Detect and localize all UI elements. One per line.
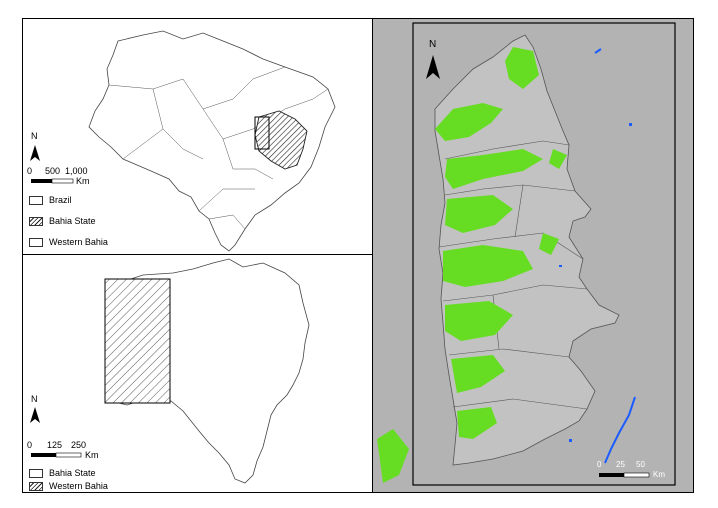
- scale-unit-top: Km: [76, 176, 90, 186]
- scale-tick-0-bottom: 0: [27, 440, 33, 450]
- western-bahia-box: [254, 116, 270, 150]
- scale-tick-0-right: 0: [597, 460, 602, 469]
- vegetation-patches: [377, 47, 567, 483]
- legend-label-bahia-state: Bahia State: [49, 468, 96, 478]
- north-label-right: N: [429, 39, 437, 50]
- scale-tick-1-top: 500: [45, 166, 61, 176]
- north-arrow-top: [30, 145, 40, 161]
- legend-label-brazil: Brazil: [49, 195, 72, 205]
- legend-label-western-bahia: Western Bahia: [49, 237, 108, 247]
- western-bahia-detail-map: [377, 22, 676, 486]
- legend-label-bahia: Bahia State: [49, 216, 96, 226]
- scale-tick-2-bottom: 250: [71, 440, 87, 450]
- scale-tick-1-right: 25: [616, 460, 625, 469]
- bahia-map: [30, 258, 310, 484]
- scale-tick-0-top: 0: [27, 166, 33, 176]
- bahia-state-shape: [254, 110, 308, 170]
- north-label-bottom: N: [31, 394, 38, 404]
- map-figure: N 0 500 1,000 Km Brazil Bahia State West…: [22, 18, 694, 493]
- legend-label-western-bahia-b: Western Bahia: [49, 481, 108, 491]
- north-arrow-right: [426, 55, 440, 79]
- scale-tick-2-right: 50: [636, 460, 645, 469]
- western-bahia-detail-panel: N 0 25 50 Km: [373, 19, 693, 492]
- municipality-boundaries: [438, 140, 588, 410]
- scale-unit-bottom: Km: [85, 450, 99, 460]
- bahia-map-panel: N 0 125 250 Km Bahia State Western Bahia: [23, 255, 373, 492]
- north-label-top: N: [31, 131, 38, 141]
- scale-tick-2-top: 1,000: [65, 166, 88, 176]
- detail-map-frame: [412, 22, 676, 486]
- scale-tick-1-bottom: 125: [47, 440, 63, 450]
- brazil-map-panel: N 0 500 1,000 Km Brazil Bahia State West…: [23, 19, 373, 255]
- brazil-map: [30, 30, 336, 252]
- legend-swatch-bahia-state: [29, 469, 43, 478]
- legend-swatch-western-bahia: [29, 238, 43, 247]
- water-features: [594, 48, 636, 464]
- legend-swatch-brazil: [29, 196, 43, 205]
- legend-swatch-bahia: [29, 217, 43, 226]
- legend-swatch-western-bahia-b: [29, 482, 43, 491]
- brazil-outline: [88, 30, 336, 252]
- north-arrow-bottom: [30, 407, 40, 423]
- scale-unit-right: Km: [653, 470, 665, 479]
- western-bahia-hatched-box: [104, 278, 171, 404]
